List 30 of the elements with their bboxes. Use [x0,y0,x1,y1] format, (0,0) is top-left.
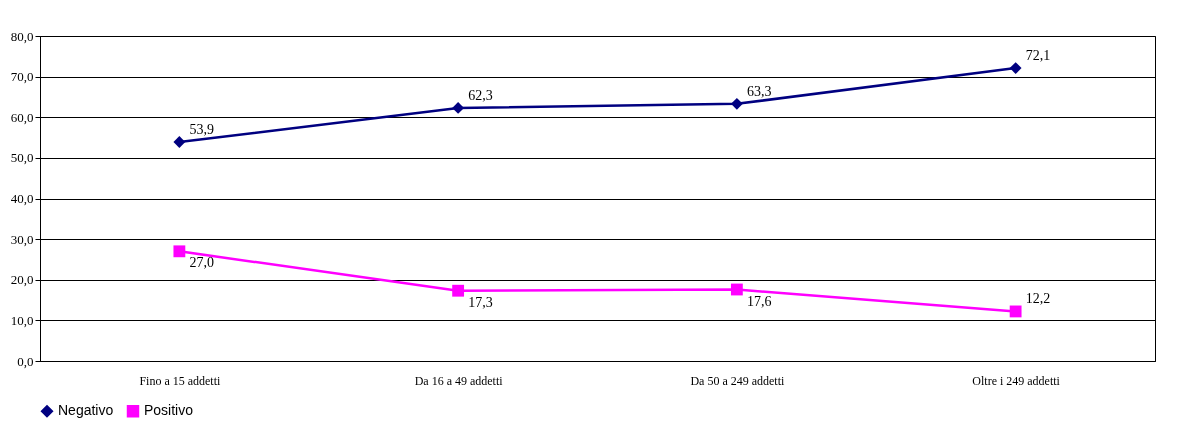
point [452,284,465,297]
y-tick-label: 50,0 [10,150,34,166]
y-tick-label: 10,0 [10,312,34,328]
point [1009,62,1022,75]
y-tick-label: 20,0 [10,272,34,288]
legend-label: Positivo [144,402,194,419]
y-tick-label: 80,0 [10,28,34,44]
x-tick-label: Da 16 a 49 addetti [414,373,504,388]
data-label: 27,0 [189,255,214,271]
point [730,283,743,296]
x-tick-label: Fino a 15 addetti [139,373,222,388]
y-tick-label: 0,0 [17,353,34,369]
data-label: 17,6 [746,293,772,309]
y-tick-label: 30,0 [10,231,34,247]
data-label: 72,1 [1025,48,1051,64]
point [173,136,186,148]
y-tick-label: 70,0 [10,69,34,85]
data-label: 62,3 [468,87,493,103]
legend-label: Negativo [58,402,114,419]
data-label: 17,3 [468,294,493,310]
x-tick-label: Da 50 a 249 addetti [690,373,786,388]
point [1009,305,1022,318]
x-tick-label: Oltre i 249 addetti [972,373,1061,388]
y-tick-label: 60,0 [10,109,34,125]
data-label: 53,9 [189,122,214,138]
data-label: 12,2 [1025,291,1051,307]
point [173,245,186,258]
point [730,97,743,110]
data-label: 63,3 [746,83,772,99]
y-tick-label: 40,0 [10,191,34,206]
